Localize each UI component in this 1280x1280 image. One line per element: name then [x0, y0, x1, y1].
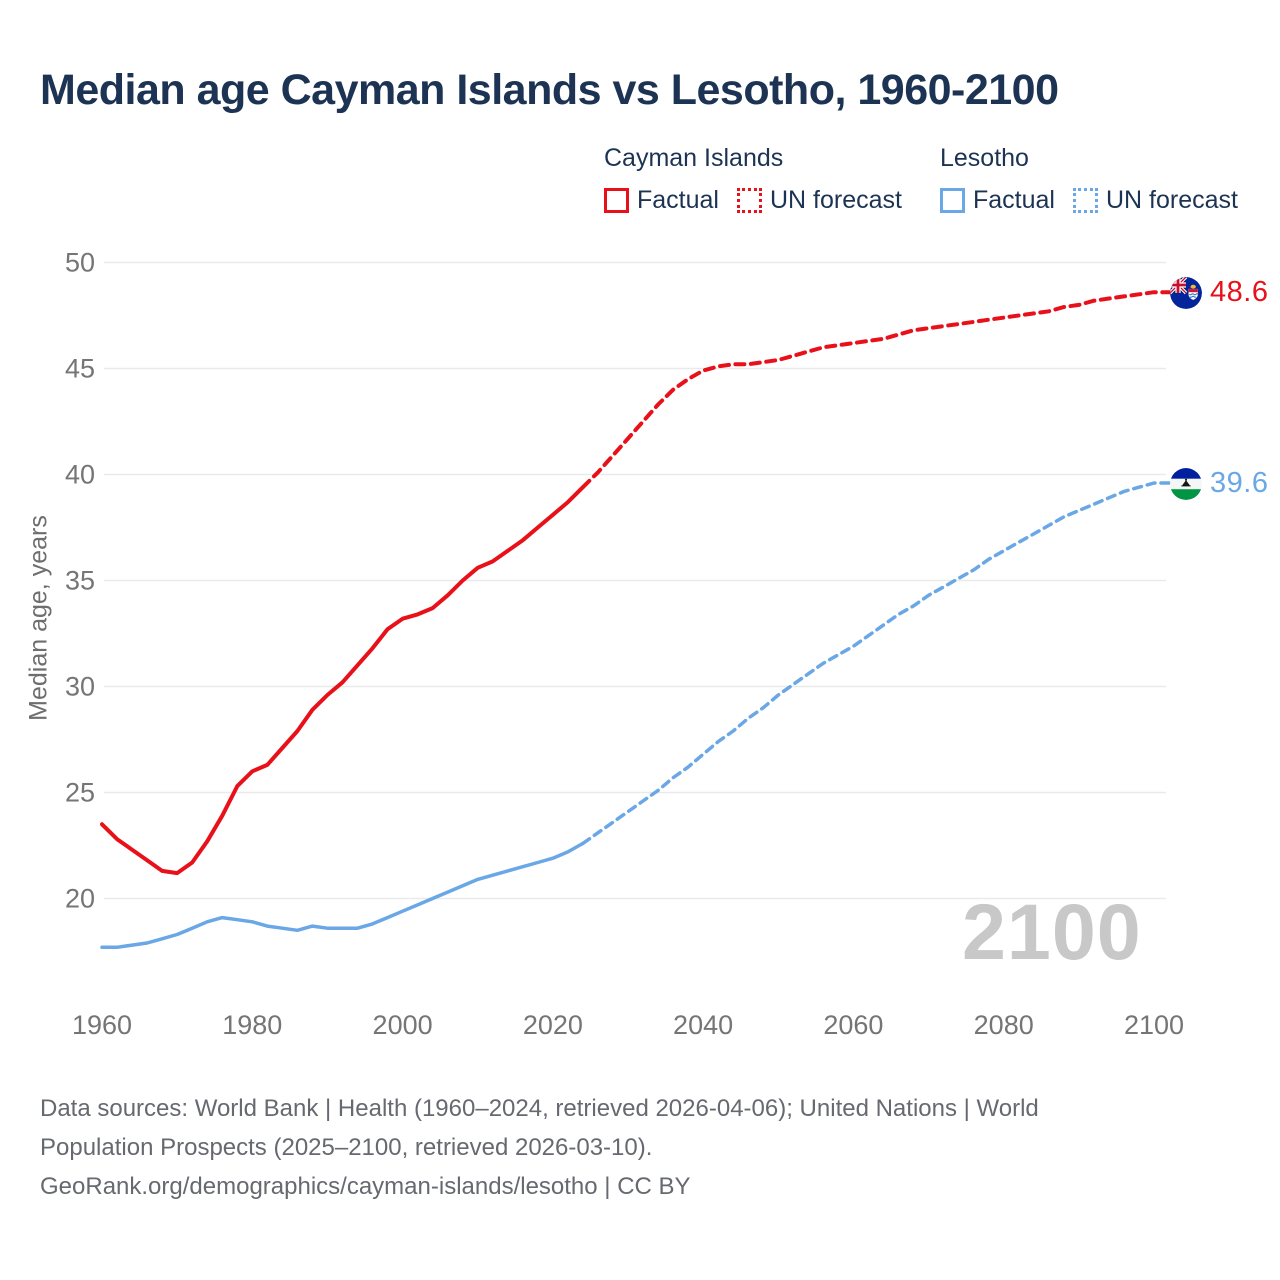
- lesotho-forecast-swatch-icon: [1072, 188, 1098, 213]
- legend-group-lesotho: Lesotho Factual UN forecast: [940, 144, 1238, 215]
- x-tick-label: 2020: [523, 1010, 583, 1040]
- lesotho-factual-line: [100, 841, 585, 950]
- y-tick-label: 30: [65, 672, 95, 702]
- lesotho-factual-swatch-icon: [940, 188, 965, 213]
- chart-title: Median age Cayman Islands vs Lesotho, 19…: [40, 66, 1059, 114]
- legend-group-title-lesotho: Lesotho: [940, 144, 1029, 172]
- lesotho-factual-label: Factual: [973, 186, 1055, 214]
- y-tick-label: 20: [65, 884, 95, 914]
- cayman-islands-flag-icon: [1170, 276, 1202, 309]
- x-tick-label: 2100: [1124, 1010, 1184, 1040]
- lesotho-forecast-label: UN forecast: [1105, 186, 1238, 214]
- y-tick-label: 45: [65, 354, 95, 384]
- x-tick-label: 2060: [823, 1010, 883, 1040]
- end-label-lesotho: 39.6: [1170, 467, 1268, 500]
- end-label-cayman-islands: 48.6: [1170, 276, 1268, 309]
- x-tick-label: 2040: [673, 1010, 733, 1040]
- y-tick-label: 35: [65, 566, 95, 596]
- legend-group-cayman-islands: Cayman Islands Factual UN forecast: [604, 144, 902, 215]
- watermark-year: 2100: [962, 887, 1142, 976]
- x-tick-label: 1980: [222, 1010, 282, 1040]
- lesotho-end-value: 39.6: [1210, 467, 1269, 499]
- cayman-coat-of-arms: [1188, 284, 1199, 300]
- y-tick-label: 40: [65, 460, 95, 490]
- cayman-forecast-swatch-icon: [736, 188, 762, 213]
- data-sources-line-1: Data sources: World Bank | Health (1960–…: [40, 1095, 1039, 1122]
- legend-group-title-cayman-islands: Cayman Islands: [604, 144, 784, 172]
- cayman-factual-label: Factual: [637, 186, 719, 214]
- x-tick-label: 2080: [974, 1010, 1034, 1040]
- y-tick-label: 50: [65, 248, 95, 278]
- source-url: GeoRank.org/demographics/cayman-islands/…: [40, 1173, 691, 1200]
- x-tick-label: 1960: [72, 1010, 132, 1040]
- mokorotlo-hat: [1181, 478, 1191, 486]
- data-sources-line-2: Population Prospects (2025–2100, retriev…: [40, 1134, 653, 1161]
- cayman-factual-swatch-icon: [604, 188, 629, 213]
- cayman-forecast-label: UN forecast: [769, 186, 902, 214]
- footer: Data sources: World Bank | Health (1960–…: [40, 1089, 1039, 1206]
- cayman-end-value: 48.6: [1210, 276, 1269, 308]
- cayman-factual-line: [100, 485, 585, 876]
- x-tick-label: 2000: [373, 1010, 433, 1040]
- lesotho-forecast-line: [581, 481, 1173, 846]
- lesotho-flag-icon: [1170, 467, 1202, 500]
- cayman-forecast-line: [580, 290, 1173, 490]
- y-tick-label: 25: [65, 778, 95, 808]
